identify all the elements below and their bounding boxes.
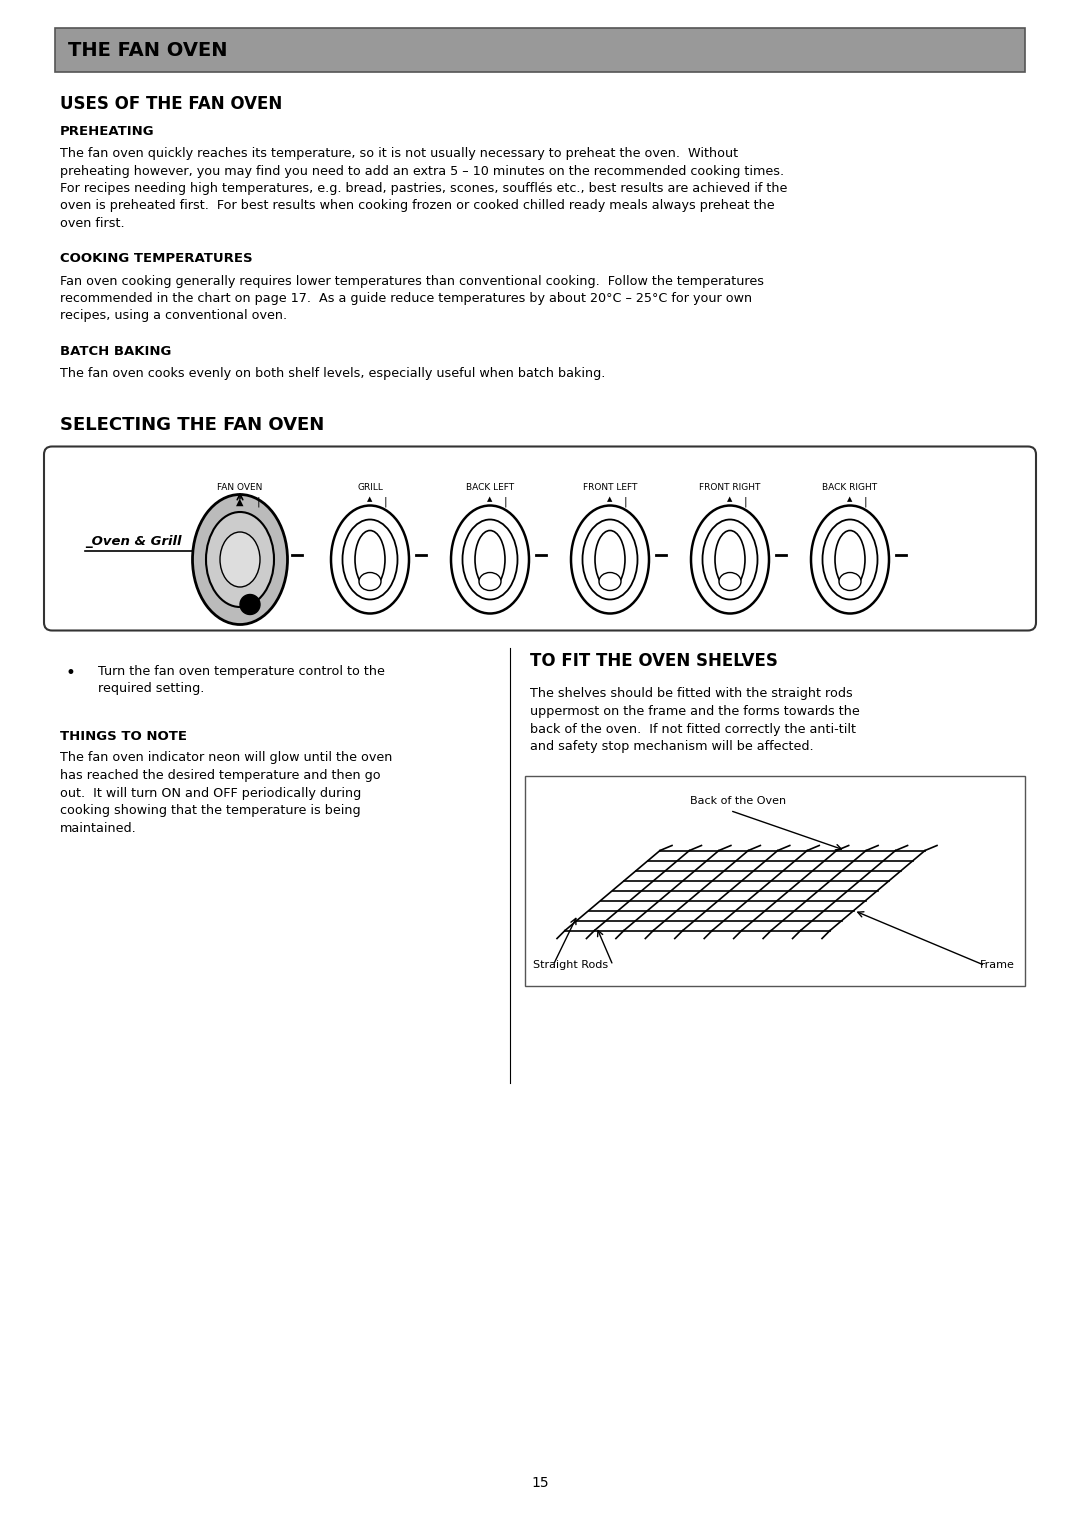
Text: THE FAN OVEN: THE FAN OVEN <box>68 41 228 60</box>
Text: ▲: ▲ <box>487 497 492 503</box>
Text: THINGS TO NOTE: THINGS TO NOTE <box>60 729 187 743</box>
Text: recommended in the chart on page 17.  As a guide reduce temperatures by about 20: recommended in the chart on page 17. As … <box>60 292 752 306</box>
Ellipse shape <box>702 520 757 599</box>
Text: |: | <box>623 497 626 507</box>
Text: Frame: Frame <box>981 961 1015 970</box>
Ellipse shape <box>599 573 621 590</box>
Ellipse shape <box>719 573 741 590</box>
Text: ▲: ▲ <box>237 497 244 506</box>
Text: |: | <box>863 497 867 507</box>
Ellipse shape <box>330 506 409 614</box>
Circle shape <box>240 594 260 614</box>
Ellipse shape <box>571 506 649 614</box>
Text: BACK RIGHT: BACK RIGHT <box>823 483 878 492</box>
Text: Back of the Oven: Back of the Oven <box>690 796 786 805</box>
Text: required setting.: required setting. <box>98 681 204 695</box>
Text: SELECTING THE FAN OVEN: SELECTING THE FAN OVEN <box>60 417 324 434</box>
Text: The fan oven cooks evenly on both shelf levels, especially useful when batch bak: The fan oven cooks evenly on both shelf … <box>60 367 606 380</box>
Text: Straight Rods: Straight Rods <box>534 961 608 970</box>
Ellipse shape <box>451 506 529 614</box>
Text: oven is preheated first.  For best results when cooking frozen or cooked chilled: oven is preheated first. For best result… <box>60 200 774 212</box>
Ellipse shape <box>715 530 745 588</box>
Bar <box>525 776 1025 986</box>
Ellipse shape <box>480 573 501 590</box>
Ellipse shape <box>220 532 260 587</box>
Text: |: | <box>503 497 507 507</box>
Text: TO FIT THE OVEN SHELVES: TO FIT THE OVEN SHELVES <box>530 652 778 671</box>
Text: FRONT RIGHT: FRONT RIGHT <box>700 483 760 492</box>
Text: ▲: ▲ <box>848 497 853 503</box>
Text: FRONT LEFT: FRONT LEFT <box>583 483 637 492</box>
Text: BATCH BAKING: BATCH BAKING <box>60 345 172 358</box>
Ellipse shape <box>811 506 889 614</box>
Text: ▲: ▲ <box>367 497 373 503</box>
Text: uppermost on the frame and the forms towards the: uppermost on the frame and the forms tow… <box>530 704 860 718</box>
Text: FAN OVEN: FAN OVEN <box>217 483 262 492</box>
Ellipse shape <box>475 530 505 588</box>
Text: Fan oven cooking generally requires lower temperatures than conventional cooking: Fan oven cooking generally requires lowe… <box>60 275 764 287</box>
Text: |: | <box>256 497 260 507</box>
Ellipse shape <box>691 506 769 614</box>
Text: The fan oven indicator neon will glow until the oven: The fan oven indicator neon will glow un… <box>60 752 392 764</box>
Ellipse shape <box>839 573 861 590</box>
Text: The fan oven quickly reaches its temperature, so it is not usually necessary to : The fan oven quickly reaches its tempera… <box>60 147 738 160</box>
Ellipse shape <box>355 530 384 588</box>
Text: oven first.: oven first. <box>60 217 124 231</box>
Ellipse shape <box>192 495 287 625</box>
Ellipse shape <box>823 520 877 599</box>
Text: •: • <box>65 665 75 683</box>
Text: has reached the desired temperature and then go: has reached the desired temperature and … <box>60 769 380 782</box>
Text: cooking showing that the temperature is being: cooking showing that the temperature is … <box>60 804 361 817</box>
Text: maintained.: maintained. <box>60 822 137 834</box>
Text: The shelves should be fitted with the straight rods: The shelves should be fitted with the st… <box>530 688 853 700</box>
Text: out.  It will turn ON and OFF periodically during: out. It will turn ON and OFF periodicall… <box>60 787 361 799</box>
FancyBboxPatch shape <box>44 446 1036 631</box>
Text: back of the oven.  If not fitted correctly the anti-tilt: back of the oven. If not fitted correctl… <box>530 723 856 735</box>
Ellipse shape <box>342 520 397 599</box>
Text: preheating however, you may find you need to add an extra 5 – 10 minutes on the : preheating however, you may find you nee… <box>60 165 784 177</box>
Text: _Oven & Grill: _Oven & Grill <box>85 535 181 549</box>
Text: |: | <box>743 497 746 507</box>
Text: and safety stop mechanism will be affected.: and safety stop mechanism will be affect… <box>530 740 813 753</box>
Ellipse shape <box>595 530 625 588</box>
Ellipse shape <box>359 573 381 590</box>
Text: USES OF THE FAN OVEN: USES OF THE FAN OVEN <box>60 95 282 113</box>
Text: recipes, using a conventional oven.: recipes, using a conventional oven. <box>60 310 287 322</box>
Text: PREHEATING: PREHEATING <box>60 125 154 138</box>
Ellipse shape <box>462 520 517 599</box>
Text: GRILL: GRILL <box>357 483 383 492</box>
Text: BACK LEFT: BACK LEFT <box>465 483 514 492</box>
Text: ▲: ▲ <box>607 497 612 503</box>
Bar <box>55 28 1025 72</box>
Ellipse shape <box>835 530 865 588</box>
Text: Turn the fan oven temperature control to the: Turn the fan oven temperature control to… <box>98 665 384 677</box>
Ellipse shape <box>206 512 274 607</box>
Text: COOKING TEMPERATURES: COOKING TEMPERATURES <box>60 252 253 266</box>
Text: |: | <box>383 497 387 507</box>
Text: ▲: ▲ <box>727 497 732 503</box>
Text: For recipes needing high temperatures, e.g. bread, pastries, scones, soufflés et: For recipes needing high temperatures, e… <box>60 182 787 196</box>
Text: 15: 15 <box>531 1476 549 1490</box>
Ellipse shape <box>582 520 637 599</box>
